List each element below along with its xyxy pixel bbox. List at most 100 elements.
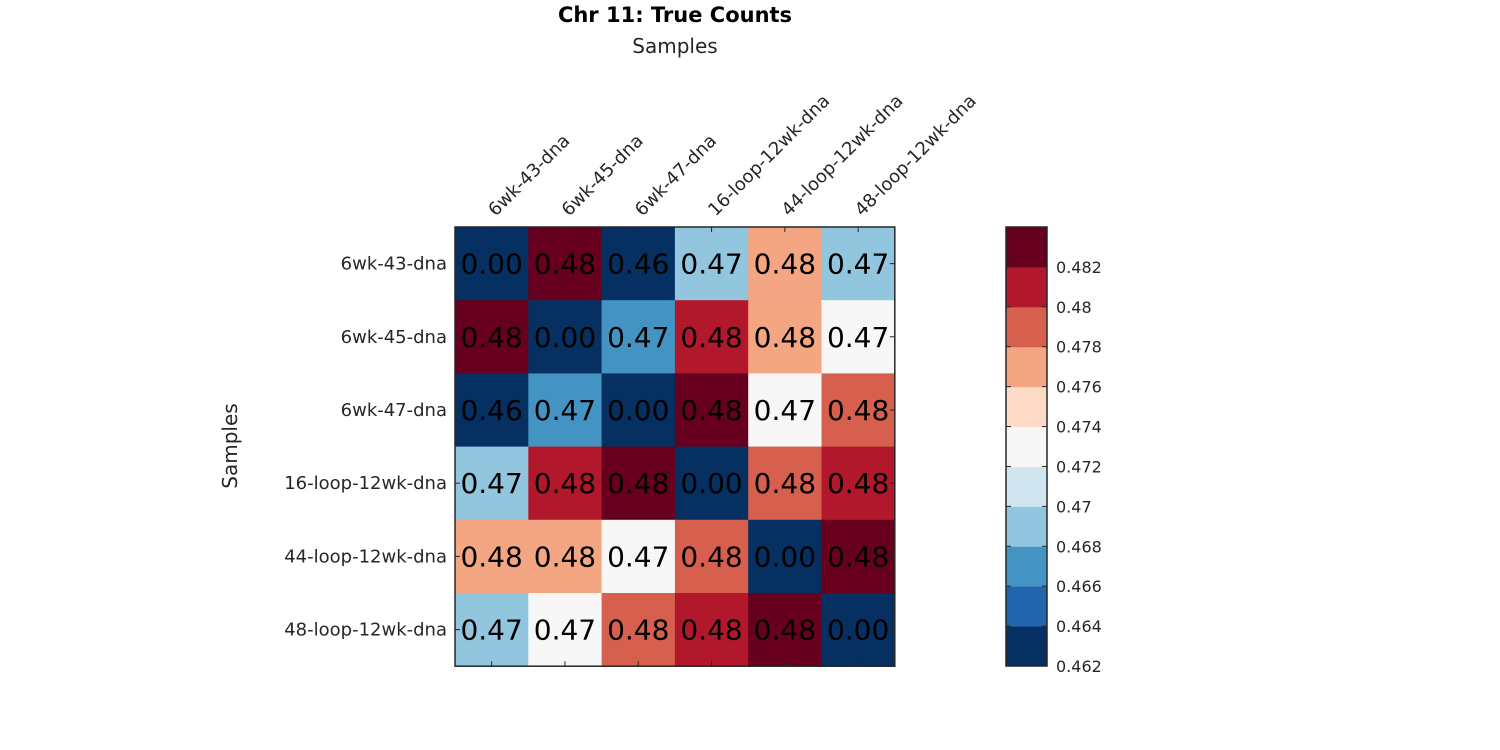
colorbar-tick-label: 0.474 [1056,418,1102,437]
cell-value-label: 0.00 [534,321,596,354]
cell-value-label: 0.47 [534,394,596,427]
cell-value-label: 0.48 [534,248,596,281]
colorbar-tick-label: 0.468 [1056,537,1102,556]
heatmap-cell [601,446,676,521]
cell-value-label: 0.48 [680,394,742,427]
cell-value-label: 0.48 [460,321,522,354]
colorbar-tick-label: 0.478 [1056,338,1102,357]
heatmap-cell [455,593,529,667]
chart-title: Chr 11: True Counts [558,3,792,27]
cell-value-label: 0.00 [460,248,522,281]
colorbar-tick-label: 0.462 [1056,657,1102,676]
cell-value-label: 0.00 [607,394,669,427]
cell-value-label: 0.48 [754,467,816,500]
heatmap-cell [748,519,823,594]
cell-value-label: 0.48 [460,540,522,573]
cell-value-label: 0.47 [607,540,669,573]
cell-value-label: 0.47 [534,614,596,647]
cell-value-label: 0.48 [680,540,742,573]
colorbar-tick-label: 0.47 [1056,497,1092,516]
cell-value-label: 0.47 [827,248,889,281]
cell-value-label: 0.47 [460,467,522,500]
heatmap-cell [821,300,896,374]
cell-value-label: 0.48 [680,321,742,354]
y-tick-label: 48-loop-12wk-dna [284,620,447,641]
cell-value-label: 0.48 [827,540,889,573]
heatmap-cell [748,227,823,301]
heatmap-cell [528,300,603,374]
cell-value-label: 0.48 [827,394,889,427]
heatmap-cell [455,446,529,521]
cell-value-label: 0.47 [460,614,522,647]
cell-value-label: 0.48 [607,614,669,647]
cell-value-label: 0.48 [534,467,596,500]
y-axis-title: Samples [218,403,242,488]
heatmap-cell [674,446,749,521]
cell-value-label: 0.48 [534,540,596,573]
cell-value-label: 0.46 [460,394,522,427]
colorbar-band [1006,426,1047,467]
y-tick-label: 6wk-45-dna [341,327,447,348]
colorbar-band [1006,586,1047,627]
heatmap-cell [674,227,749,301]
y-tick-label: 16-loop-12wk-dna [284,473,447,494]
colorbar: 0.462 0.464 0.466 0.468 0.47 0.472 0.474 0.476 0… [1005,226,1102,676]
colorbar-band [1006,506,1047,547]
colorbar-tick-label: 0.482 [1056,258,1102,277]
cell-value-label: 0.48 [827,467,889,500]
heatmap-cells: 0.00 0.48 0.46 0.47 0.48 0.47 0.48 0.00 0.47 0.48… [454,226,896,667]
y-tick-labels: 6wk-43-dna 6wk-45-dna 6wk-47-dna 16-loop-12… [284,254,447,641]
heatmap-cell [674,373,749,448]
heatmap-cell [674,593,749,667]
heatmap-cell [455,519,529,594]
cell-value-label: 0.47 [607,321,669,354]
heatmap-cell [821,373,896,448]
cell-value-label: 0.46 [607,248,669,281]
heatmap-cell [674,300,749,374]
cell-value-label: 0.47 [754,394,816,427]
cell-value-label: 0.48 [607,467,669,500]
x-tick-label: 48-loop-12wk-dna [851,91,981,221]
heatmap-cell [455,227,529,301]
colorbar-band [1006,227,1047,268]
cell-value-label: 0.47 [827,321,889,354]
heatmap-cell [528,593,603,667]
cell-value-label: 0.48 [754,321,816,354]
colorbar-tick-label: 0.464 [1056,617,1102,636]
heatmap-cell [748,593,823,667]
x-tick-labels: 6wk-43-dna6wk-45-dna6wk-47-dna16-loop-12… [484,91,980,221]
colorbar-tick-label: 0.48 [1056,298,1092,317]
heatmap-cell [601,593,676,667]
heatmap-cell [528,519,603,594]
heatmap-cell [601,300,676,374]
heatmap-cell [821,446,896,521]
cell-value-label: 0.00 [827,614,889,647]
colorbar-band [1006,306,1047,348]
y-tick-label: 6wk-47-dna [341,400,447,421]
heatmap-cell [601,227,676,301]
heatmap-cell [601,373,676,448]
x-tick-label: 44-loop-12wk-dna [778,91,908,221]
plot-frame [454,226,896,667]
heatmap-cell [601,519,676,594]
cell-value-label: 0.48 [754,248,816,281]
colorbar-band [1006,546,1047,587]
cell-value-label: 0.48 [680,614,742,647]
colorbar-tick-label: 0.466 [1056,577,1102,596]
heatmap-cell [748,300,823,374]
x-axis-title: Samples [632,34,717,58]
cell-value-label: 0.00 [680,467,742,500]
colorbar-band [1006,346,1047,388]
colorbar-band [1006,466,1047,507]
y-tick-label: 6wk-43-dna [341,254,447,275]
heatmap-cell [748,373,823,448]
colorbar-tick-label: 0.476 [1056,378,1102,397]
cell-value-label: 0.47 [680,248,742,281]
heatmap-cell [674,519,749,594]
heatmap-cell [821,519,896,594]
x-tick-label: 16-loop-12wk-dna [704,91,834,221]
colorbar-band [1006,266,1047,308]
heatmap-cell [748,446,823,521]
colorbar-band [1006,626,1047,667]
cell-value-label: 0.48 [754,614,816,647]
